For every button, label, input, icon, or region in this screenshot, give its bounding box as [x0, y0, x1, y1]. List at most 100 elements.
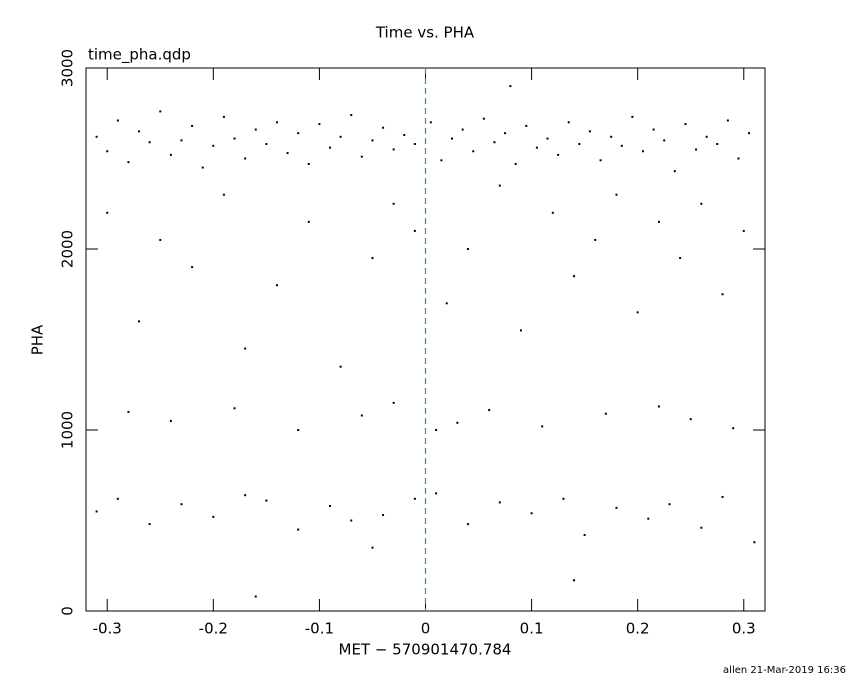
point — [127, 161, 130, 164]
point — [509, 85, 512, 88]
x-axis-label: MET − 570901470.784 — [339, 641, 512, 659]
point — [201, 166, 204, 169]
point — [472, 150, 475, 153]
point — [286, 152, 289, 155]
point — [695, 148, 698, 151]
point — [456, 421, 459, 424]
point — [95, 135, 98, 138]
point — [138, 320, 141, 323]
x-tick-label: 0.2 — [626, 620, 650, 638]
point — [169, 419, 172, 422]
point — [689, 418, 692, 421]
point — [413, 143, 416, 146]
point — [631, 115, 634, 118]
point — [297, 132, 300, 135]
point — [159, 110, 162, 113]
point — [705, 135, 708, 138]
point — [392, 401, 395, 404]
point — [413, 229, 416, 232]
point — [371, 139, 374, 142]
point — [95, 510, 98, 513]
point — [700, 526, 703, 529]
point — [233, 137, 236, 140]
point — [212, 515, 215, 518]
point — [445, 302, 448, 305]
point — [519, 329, 522, 332]
point — [403, 133, 406, 136]
y-axis-label: PHA — [29, 324, 47, 355]
point — [668, 503, 671, 506]
point — [297, 429, 300, 431]
point — [329, 505, 332, 508]
point — [360, 155, 363, 158]
point — [716, 143, 719, 146]
point — [339, 135, 342, 138]
point — [307, 162, 310, 165]
point — [583, 533, 586, 536]
point — [466, 523, 469, 526]
point — [573, 579, 576, 582]
point — [392, 202, 395, 205]
point — [588, 130, 591, 133]
point — [535, 146, 538, 149]
point — [138, 130, 141, 133]
point — [180, 503, 183, 506]
point — [604, 412, 607, 415]
point — [493, 141, 496, 144]
point — [371, 257, 374, 260]
point — [578, 143, 581, 146]
point — [254, 595, 257, 598]
y-tick-label: 3000 — [59, 49, 77, 87]
point — [498, 501, 501, 504]
point — [451, 137, 454, 140]
point — [657, 220, 660, 223]
point — [244, 157, 247, 160]
point — [440, 159, 443, 162]
point — [615, 193, 618, 196]
x-tick-label: 0.1 — [520, 620, 544, 638]
point — [329, 146, 332, 149]
point — [429, 121, 432, 124]
point — [307, 220, 310, 223]
point — [620, 144, 623, 147]
point — [466, 248, 469, 250]
point — [684, 123, 687, 126]
point — [106, 211, 109, 214]
point — [127, 410, 130, 413]
point — [599, 159, 602, 162]
point — [265, 499, 268, 502]
point — [562, 497, 565, 500]
point — [106, 150, 109, 153]
point — [748, 132, 751, 135]
point — [148, 523, 151, 526]
point — [610, 135, 613, 138]
point — [371, 546, 374, 549]
point — [652, 128, 655, 131]
x-tick-label: -0.2 — [199, 620, 228, 638]
point — [116, 497, 119, 500]
x-tick-label: 0.3 — [732, 620, 756, 638]
x-tick-label: -0.1 — [305, 620, 334, 638]
point — [461, 128, 464, 131]
point — [360, 414, 363, 417]
point — [191, 124, 194, 127]
point — [244, 494, 247, 497]
point — [673, 170, 676, 173]
footer: allen 21-Mar-2019 16:36 — [723, 665, 846, 676]
point — [541, 425, 544, 428]
x-tick-label: -0.3 — [93, 620, 122, 638]
point — [275, 121, 278, 124]
point — [721, 293, 724, 296]
point — [573, 275, 576, 278]
point — [392, 148, 395, 151]
y-tick-label: 2000 — [59, 230, 77, 268]
point — [641, 150, 644, 153]
point — [297, 528, 300, 531]
y-tick-label: 0 — [59, 606, 77, 616]
point — [525, 124, 528, 127]
point — [265, 143, 268, 146]
point — [318, 123, 321, 126]
point — [435, 429, 438, 431]
point — [721, 495, 724, 498]
